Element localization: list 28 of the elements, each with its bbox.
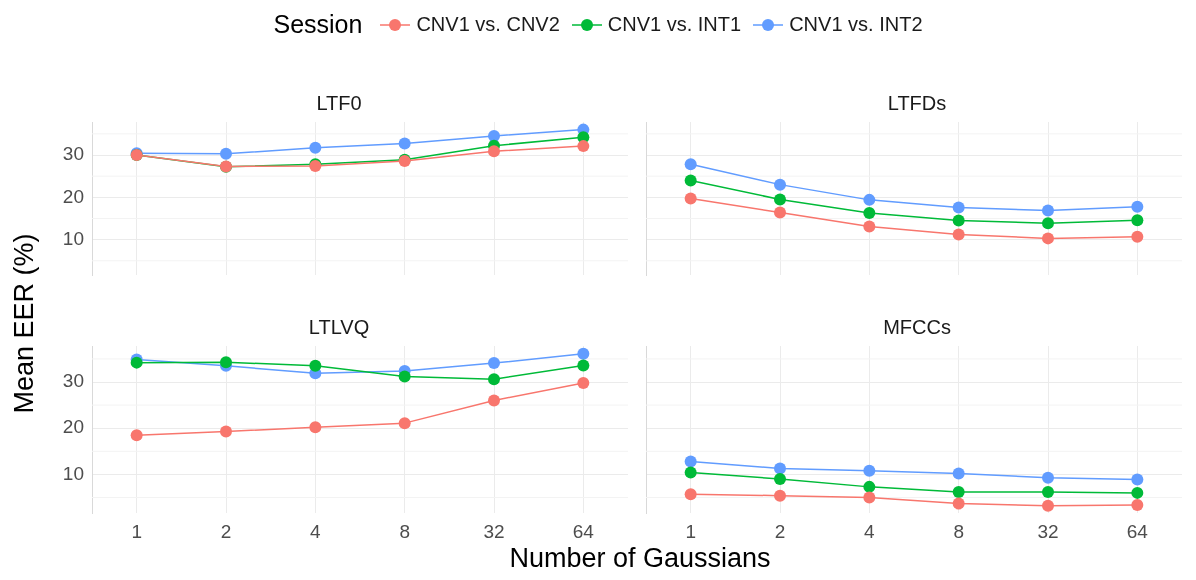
x-axis-title: Number of Gaussians: [508, 543, 772, 574]
y-tick-label: 10: [62, 227, 84, 249]
x-tick-label: 2: [220, 520, 232, 542]
y-tick-label: 30: [62, 143, 84, 165]
x-tick-label: 64: [1126, 520, 1149, 542]
y-tick-label: 20: [62, 185, 84, 207]
x-tick-label: 8: [953, 520, 964, 542]
legend-label: CNV1 vs. INT1: [607, 13, 742, 36]
y-tick-label: 20: [62, 416, 84, 438]
x-tick-label: 1: [685, 520, 696, 542]
y-axis-title: Mean EER (%): [8, 232, 40, 416]
x-tick-label: 1: [131, 520, 142, 542]
x-tick-label: 32: [483, 520, 505, 542]
y-tick-label: 10: [62, 462, 84, 484]
y-tick-label: 30: [62, 370, 84, 392]
chart-title: LTLVQ: [308, 315, 370, 338]
legend-label: CNV1 vs. CNV2: [416, 13, 560, 36]
x-tick-label: 2: [774, 520, 786, 542]
x-tick-label: 32: [1037, 520, 1059, 542]
x-tick-label: 4: [864, 520, 876, 542]
chart-title: LTFDs: [887, 91, 947, 114]
chart-title: LTF0: [316, 91, 362, 114]
legend-title: Session: [273, 10, 363, 39]
x-tick-label: 4: [310, 520, 322, 542]
x-tick-label: 64: [572, 520, 595, 542]
x-tick-label: 8: [399, 520, 410, 542]
chart-title: MFCCs: [883, 315, 951, 338]
legend-label: CNV1 vs. INT2: [789, 13, 923, 36]
